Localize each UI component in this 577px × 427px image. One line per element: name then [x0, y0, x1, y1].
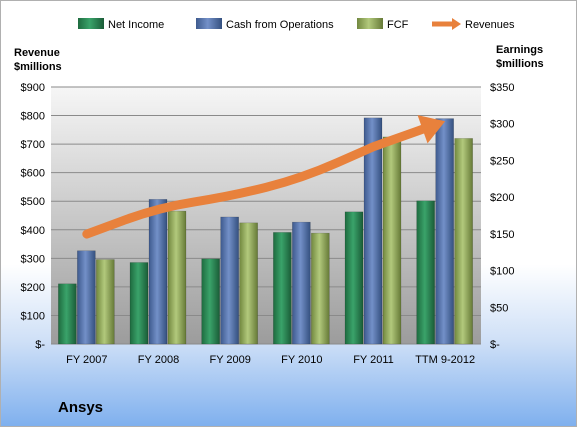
category-label: FY 2011 [353, 354, 394, 366]
fcf-bar [167, 210, 187, 345]
legend-label: Cash from Operations [226, 19, 334, 31]
category-label: FY 2010 [281, 354, 322, 366]
category-label: FY 2008 [138, 354, 179, 366]
left-axis-title: $millions [14, 61, 62, 73]
gridlines [51, 86, 481, 345]
axis-titles: Revenue $millions Earnings $millions [14, 44, 544, 73]
net-income-bar [273, 232, 292, 345]
right-tick-label: $150 [490, 229, 514, 241]
right-tick-label: $250 [490, 155, 514, 167]
right-axis-title: Earnings [496, 44, 543, 56]
cash-from-operations-bar [77, 250, 96, 345]
cash-from-operations-bar [292, 221, 311, 345]
left-tick-label: $200 [21, 282, 45, 294]
x-axis-categories: FY 2007 FY 2008 FY 2009 FY 2010 FY 2011 TTM 9… [66, 354, 475, 366]
revenues-arrowhead [417, 115, 446, 144]
legend: Net Income Cash from Operations FCF Revenue… [78, 18, 515, 31]
bars [58, 117, 473, 345]
cash-from-operations-bar [220, 216, 239, 345]
right-tick-label: $100 [490, 266, 514, 278]
net-income-bar [416, 200, 435, 345]
revenues-line [82, 124, 428, 239]
fcf-bar [382, 136, 402, 345]
net-income-bar [129, 262, 149, 345]
right-tick-label: $200 [490, 192, 514, 204]
right-axis-ticks: $- $50 $100 $150 $200 $250 $300 $350 [490, 82, 514, 351]
legend-label: Net Income [108, 19, 164, 31]
legend-label: Revenues [465, 19, 515, 31]
left-tick-label: $700 [21, 139, 45, 151]
legend-swatch [196, 18, 222, 29]
right-axis-title: $millions [496, 58, 544, 70]
legend-swatch [78, 18, 104, 29]
left-tick-label: $800 [21, 111, 45, 123]
left-tick-label: $600 [21, 168, 45, 180]
left-tick-label: $500 [21, 196, 45, 208]
fcf-bar [96, 259, 115, 345]
legend-swatch [357, 18, 383, 29]
legend-arrowhead [452, 18, 461, 30]
left-tick-label: $300 [21, 253, 45, 265]
right-tick-label: $50 [490, 302, 508, 314]
left-axis-ticks: $- $100 $200 $300 $400 $500 $600 $700 $800 $900 [21, 82, 46, 351]
cash-from-operations-bar [363, 117, 383, 345]
revenue-arrow [82, 115, 446, 239]
category-label: TTM 9-2012 [415, 354, 475, 366]
company-name: Ansys [58, 399, 104, 416]
category-label: FY 2007 [66, 354, 107, 366]
left-tick-label: $400 [21, 225, 45, 237]
fcf-bar [311, 232, 330, 345]
right-tick-label: $350 [490, 82, 514, 94]
net-income-bar [344, 211, 364, 345]
left-tick-label: $- [35, 339, 45, 351]
cash-from-operations-bar [148, 199, 168, 345]
net-income-bar [201, 258, 220, 345]
legend-label: FCF [387, 19, 409, 31]
right-tick-label: $- [490, 339, 500, 351]
fcf-bar [454, 138, 473, 345]
left-tick-label: $100 [21, 310, 45, 322]
left-axis-title: Revenue [14, 47, 60, 59]
fcf-bar [239, 222, 258, 345]
category-label: FY 2009 [209, 354, 250, 366]
net-income-bar [58, 283, 77, 345]
right-tick-label: $300 [490, 119, 514, 131]
left-tick-label: $900 [21, 82, 45, 94]
cash-from-operations-bar [435, 118, 454, 345]
